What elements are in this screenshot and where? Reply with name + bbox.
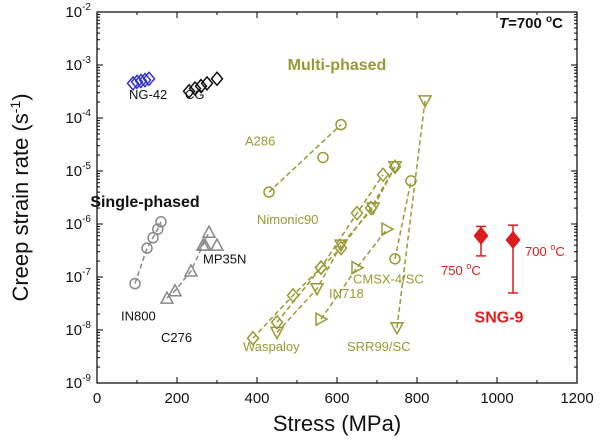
- point-waspaloy: [334, 240, 348, 256]
- series-line-nimonic90: [252, 174, 384, 339]
- point-waspaloy: [314, 260, 328, 276]
- point-in800: [147, 232, 159, 244]
- x-tick-label: 400: [244, 390, 269, 407]
- point-waspaloy: [270, 314, 284, 330]
- point-in800: [155, 216, 167, 228]
- y-tick-label: 10-3: [65, 55, 91, 74]
- point-ng-42: [138, 72, 152, 88]
- point-ng-42: [142, 71, 156, 87]
- point-c276: [159, 290, 175, 304]
- x-tick-label: 800: [404, 390, 429, 407]
- y-tick-label: 10-6: [65, 214, 91, 233]
- point-cmsx-4-sc: [405, 175, 417, 187]
- y-tick-label: 10-2: [65, 2, 91, 21]
- point-in800: [152, 223, 164, 235]
- point-mp35n: [197, 237, 213, 251]
- point-in800: [129, 277, 141, 290]
- annotation-cg: CG: [185, 87, 205, 102]
- data-marks: [126, 71, 521, 346]
- annotation-ng42: NG-42: [129, 87, 167, 102]
- series-line-srr99-sc: [396, 100, 426, 328]
- point-c276: [183, 263, 199, 277]
- series-line-waspaloy: [276, 166, 396, 323]
- point-in718-b: [315, 311, 329, 327]
- group-label-sng: SNG-9: [475, 309, 524, 326]
- annotation-a286: A286: [245, 134, 275, 149]
- point-in718-b: [381, 221, 395, 237]
- point-c276: [167, 283, 183, 297]
- axes: 0 200 400 600 800 1000 1200 10-9 10-8 10-7 10-6 10-…: [7, 2, 594, 436]
- annotation-mp35n: MP35N: [203, 251, 246, 266]
- point-nimonic90: [376, 167, 390, 183]
- x-tick-label: 200: [164, 390, 189, 407]
- x-tick-label: 1000: [480, 390, 513, 407]
- point-in718: [387, 161, 403, 175]
- point-in718: [269, 326, 285, 340]
- y-axis-title: Creep strain rate (s-1): [7, 93, 33, 301]
- point-cmsx-4-sc: [389, 253, 401, 265]
- annotation-t750: 750 oC: [441, 261, 481, 278]
- point-a286: [335, 118, 347, 131]
- annotation-waspaloy: Waspaloy: [243, 339, 300, 354]
- series-line-a286: [268, 124, 342, 193]
- point-a286: [263, 186, 275, 198]
- annotation-in800: IN800: [121, 309, 156, 324]
- point-in800: [141, 242, 153, 254]
- annotation-c276: C276: [161, 330, 192, 345]
- group-label-multi: Multi-phased: [288, 57, 387, 74]
- y-tick-label: 10-7: [65, 267, 91, 286]
- chart-labels: NG-42 CG A286 Nimonic90 Waspaloy IN718CMSX-4/…: [90, 14, 564, 354]
- y-tick-label: 10-9: [65, 373, 91, 392]
- series-line-in800: [134, 221, 162, 284]
- point-in718: [309, 283, 325, 297]
- point-cg: [188, 80, 202, 97]
- annotation-t700: 700 oC: [525, 242, 565, 259]
- point-nimonic90: [246, 330, 260, 346]
- point-srr99-sc: [417, 95, 433, 109]
- point-c276: [201, 224, 217, 238]
- point-a286-extra: [317, 151, 329, 164]
- point-cg: [200, 75, 214, 92]
- annotation-cmsx: CMSX-4/SC: [353, 272, 424, 287]
- point-ng-42: [134, 73, 148, 89]
- series-line-in718-b: [320, 228, 388, 320]
- y-tick-label: 10-4: [65, 108, 91, 127]
- point-sng-9-700: [505, 230, 521, 250]
- point-srr99-sc: [389, 322, 405, 336]
- point-in718: [365, 202, 381, 216]
- point-mp35n: [209, 237, 225, 251]
- point-in718: [333, 239, 349, 253]
- x-tick-label: 1200: [560, 390, 593, 407]
- point-sng-9-750: [473, 226, 489, 245]
- annotation-nimonic: Nimonic90: [257, 212, 318, 227]
- point-cg: [194, 78, 208, 94]
- annotation-srr99: SRR99/SC: [347, 339, 411, 354]
- x-tick-label: 600: [324, 390, 349, 407]
- point-cg: [210, 71, 224, 87]
- x-tick-label: 0: [93, 390, 101, 407]
- series-line-cmsx-4-sc: [394, 180, 412, 260]
- point-cg: [182, 83, 196, 99]
- y-tick-label: 10-8: [65, 320, 91, 339]
- point-in718-b: [351, 260, 365, 275]
- x-axis-title: Stress (MPa): [273, 411, 401, 436]
- annotation-in718: IN718: [329, 286, 364, 301]
- temperature-label: T=700 oC: [499, 14, 563, 32]
- point-nimonic90: [350, 205, 364, 221]
- series-line-c276: [166, 231, 210, 299]
- y-tick-label: 10-5: [65, 161, 91, 180]
- group-label-single: Single-phased: [90, 194, 199, 211]
